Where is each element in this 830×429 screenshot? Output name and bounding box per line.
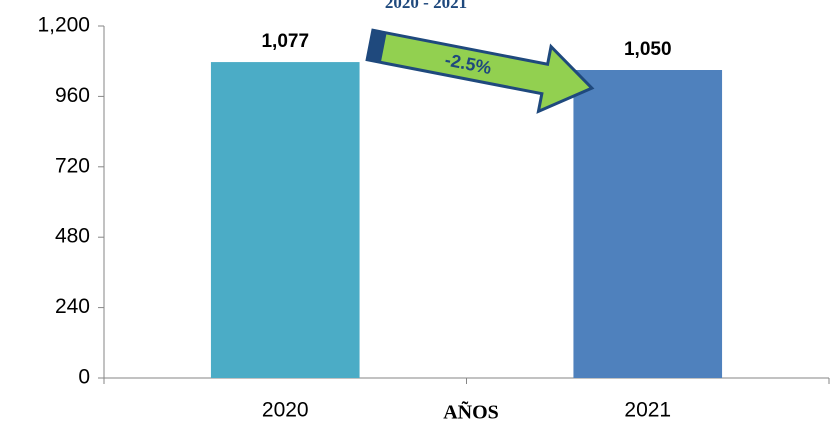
y-tick-label: 0: [78, 366, 90, 389]
bar: [210, 62, 360, 378]
y-tick-label: 480: [55, 225, 90, 248]
x-tick-label: 2021: [624, 399, 671, 422]
y-tick-label: 1,200: [37, 14, 90, 37]
x-tick-label: 2020: [262, 399, 309, 422]
arrow-shape: [365, 28, 595, 114]
value-label: 1,077: [261, 31, 309, 52]
value-label: 1,050: [624, 39, 672, 60]
y-tick-label: 240: [55, 295, 90, 318]
arrow-tail: [367, 30, 387, 63]
change-arrow: -2.5%: [365, 28, 595, 114]
bar: [573, 70, 723, 378]
chart-title: 2020 - 2021: [385, 0, 467, 12]
y-tick-label: 720: [55, 154, 90, 177]
y-tick-label: 960: [55, 84, 90, 107]
x-axis-label: AÑOS: [443, 401, 499, 424]
